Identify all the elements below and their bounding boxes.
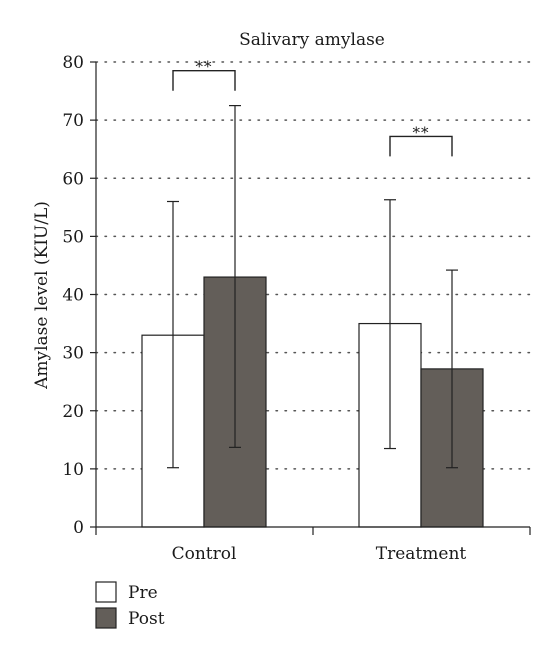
error-bars: [167, 104, 458, 469]
y-tick-label: 0: [73, 518, 84, 538]
x-category-label: Treatment: [376, 544, 467, 564]
x-category-label: Control: [172, 544, 237, 564]
bars: [141, 276, 484, 528]
legend-swatch-post: [95, 607, 117, 629]
y-tick-label: 10: [62, 460, 84, 480]
y-tick-label: 20: [62, 402, 84, 422]
annotations: ** **: [172, 58, 453, 157]
significance-label: **: [413, 123, 430, 141]
legend-label-post: Post: [128, 609, 165, 629]
y-ticks: 0 10 20 30 40 50 60 70 80: [62, 53, 96, 538]
significance-label: **: [196, 58, 213, 76]
y-tick-label: 50: [62, 227, 84, 247]
y-tick-label: 30: [62, 344, 84, 364]
significance-bracket: [389, 135, 453, 157]
legend-swatch-pre: [95, 581, 117, 603]
y-tick-label: 40: [62, 286, 84, 306]
y-tick-label: 80: [62, 53, 84, 73]
significance-bracket: [172, 70, 236, 91]
y-tick-label: 70: [62, 111, 84, 131]
y-axis-label: Amylase level (KIU/L): [32, 201, 52, 390]
legend: Pre Post: [95, 581, 165, 629]
legend-label-pre: Pre: [128, 583, 158, 603]
y-tick-label: 60: [62, 169, 84, 189]
x-categories: Control Treatment: [172, 544, 467, 564]
chart-title: Salivary amylase: [239, 30, 385, 50]
